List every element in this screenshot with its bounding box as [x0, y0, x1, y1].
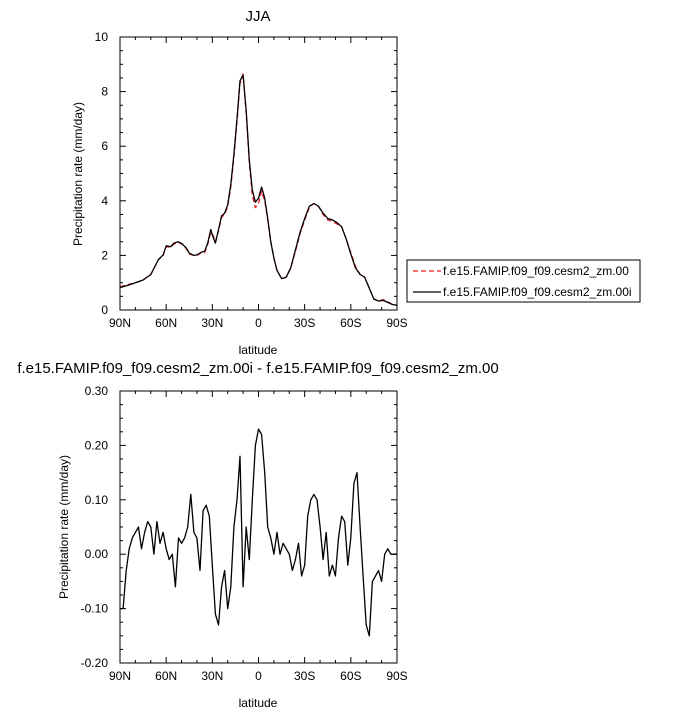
bottom-chart-frame: [119, 390, 398, 664]
bottom-chart-ticks: 90N 60N 30N 0 30S 60S 90S -0.20 -0.10 0.00 0.10 0.2…: [81, 384, 408, 683]
top-chart-xlabel: latitude: [239, 343, 278, 357]
bottom-ytick-label: 0.10: [85, 493, 109, 507]
top-chart-series: [119, 73, 398, 307]
bottom-chart-xlabel: latitude: [239, 696, 278, 710]
top-xtick-label: 60N: [155, 316, 177, 330]
bottom-chart-ylabel: Precipitation rate (mm/day): [57, 455, 71, 599]
top-precipitation-chart: JJA Precipitation rate (mm/day) latitude…: [71, 8, 408, 357]
top-xtick-label: 90N: [109, 316, 131, 330]
legend: f.e15.FAMIP.f09_f09.cesm2_zm.00 f.e15.FA…: [406, 259, 641, 303]
top-chart-frame: [119, 36, 398, 311]
top-ytick-label: 2: [101, 248, 108, 262]
top-chart-title: JJA: [245, 8, 270, 25]
top-ytick-label: 0: [101, 303, 108, 317]
bottom-xtick-label: 0: [255, 669, 262, 683]
bottom-series-line: [120, 428, 397, 637]
bottom-xtick-label: 30N: [201, 669, 223, 683]
bottom-chart-series: [120, 428, 397, 637]
bottom-ytick-label: 0.00: [85, 547, 109, 561]
top-chart-ticks: 90N 60N 30N 0 30S 60S 90S 0 2 4 6 8 10: [95, 30, 408, 330]
top-ytick-label: 8: [101, 85, 108, 99]
top-chart-ylabel: Precipitation rate (mm/day): [71, 102, 85, 246]
bottom-difference-chart: f.e15.FAMIP.f09_f09.cesm2_zm.00i - f.e15…: [17, 360, 498, 710]
top-xtick-label: 0: [255, 316, 262, 330]
top-xtick-label: 90S: [386, 316, 407, 330]
bottom-ytick-label: -0.20: [81, 656, 109, 670]
top-series-line-zm-00: [119, 73, 398, 306]
legend-label-zm-00i: f.e15.FAMIP.f09_f09.cesm2_zm.00i: [443, 285, 632, 299]
bottom-ytick-label: -0.10: [81, 602, 109, 616]
bottom-xtick-label: 90S: [386, 669, 407, 683]
top-xtick-label: 30S: [294, 316, 315, 330]
top-ytick-label: 4: [101, 194, 108, 208]
bottom-chart-title: f.e15.FAMIP.f09_f09.cesm2_zm.00i - f.e15…: [17, 360, 498, 377]
top-ytick-label: 6: [101, 139, 108, 153]
bottom-xtick-label: 30S: [294, 669, 315, 683]
legend-box: [406, 259, 641, 303]
top-xtick-label: 30N: [201, 316, 223, 330]
legend-label-zm-00: f.e15.FAMIP.f09_f09.cesm2_zm.00: [443, 264, 629, 278]
bottom-ytick-label: 0.30: [85, 384, 109, 398]
bottom-xtick-label: 60N: [155, 669, 177, 683]
top-xtick-label: 60S: [340, 316, 361, 330]
top-ytick-label: 10: [95, 30, 109, 44]
bottom-xtick-label: 90N: [109, 669, 131, 683]
bottom-ytick-label: 0.20: [85, 438, 109, 452]
bottom-xtick-label: 60S: [340, 669, 361, 683]
top-series-line-zm-00i: [119, 74, 398, 307]
